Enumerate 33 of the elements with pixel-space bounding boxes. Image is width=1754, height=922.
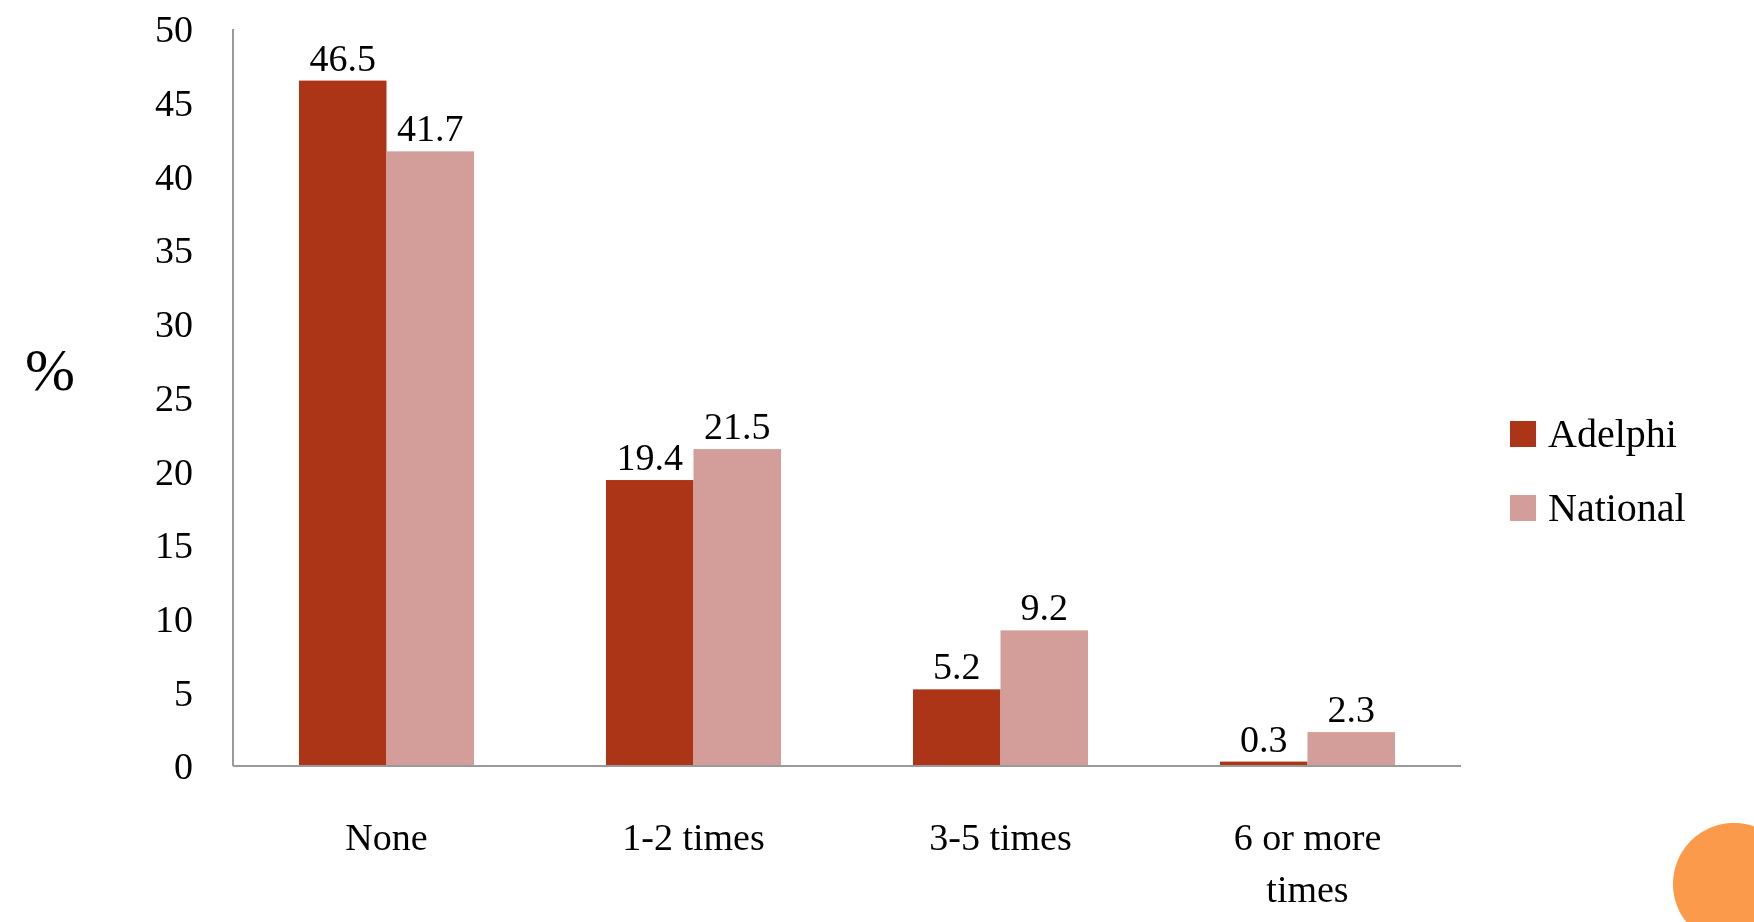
bar xyxy=(693,449,781,766)
y-tick-label: 5 xyxy=(174,671,193,714)
bar xyxy=(299,80,387,766)
y-tick-label: 50 xyxy=(155,8,193,51)
bar xyxy=(1000,630,1088,766)
y-axis-title: % xyxy=(25,337,75,403)
data-label: 21.5 xyxy=(704,405,771,448)
y-tick-label: 20 xyxy=(155,450,193,493)
y-tick-label: 30 xyxy=(155,303,193,346)
bar xyxy=(913,689,1001,766)
data-label: 41.7 xyxy=(397,107,464,150)
data-label: 0.3 xyxy=(1240,717,1288,760)
y-tick-label: 40 xyxy=(155,155,193,198)
data-label: 46.5 xyxy=(309,36,376,79)
bar xyxy=(606,480,694,766)
legend-label: National xyxy=(1548,485,1686,530)
bar xyxy=(1307,732,1395,766)
data-label: 19.4 xyxy=(616,436,683,479)
data-label: 2.3 xyxy=(1327,688,1375,731)
legend-label: Adelphi xyxy=(1548,411,1677,456)
x-tick-label: 3-5 times xyxy=(929,816,1072,858)
y-tick-label: 35 xyxy=(155,229,193,272)
x-tick-label: 6 or more times xyxy=(1233,816,1382,910)
x-tick-label: 1-2 times xyxy=(622,816,765,858)
x-tick-label: None xyxy=(345,816,428,858)
y-tick-label: 10 xyxy=(155,597,193,640)
data-label: 5.2 xyxy=(933,645,981,688)
y-tick-label: 0 xyxy=(174,745,193,788)
y-tick-label: 25 xyxy=(155,376,193,419)
y-tick-label: 15 xyxy=(155,524,193,567)
bar xyxy=(386,151,474,766)
data-label: 9.2 xyxy=(1020,586,1068,629)
y-tick-label: 45 xyxy=(155,82,193,124)
